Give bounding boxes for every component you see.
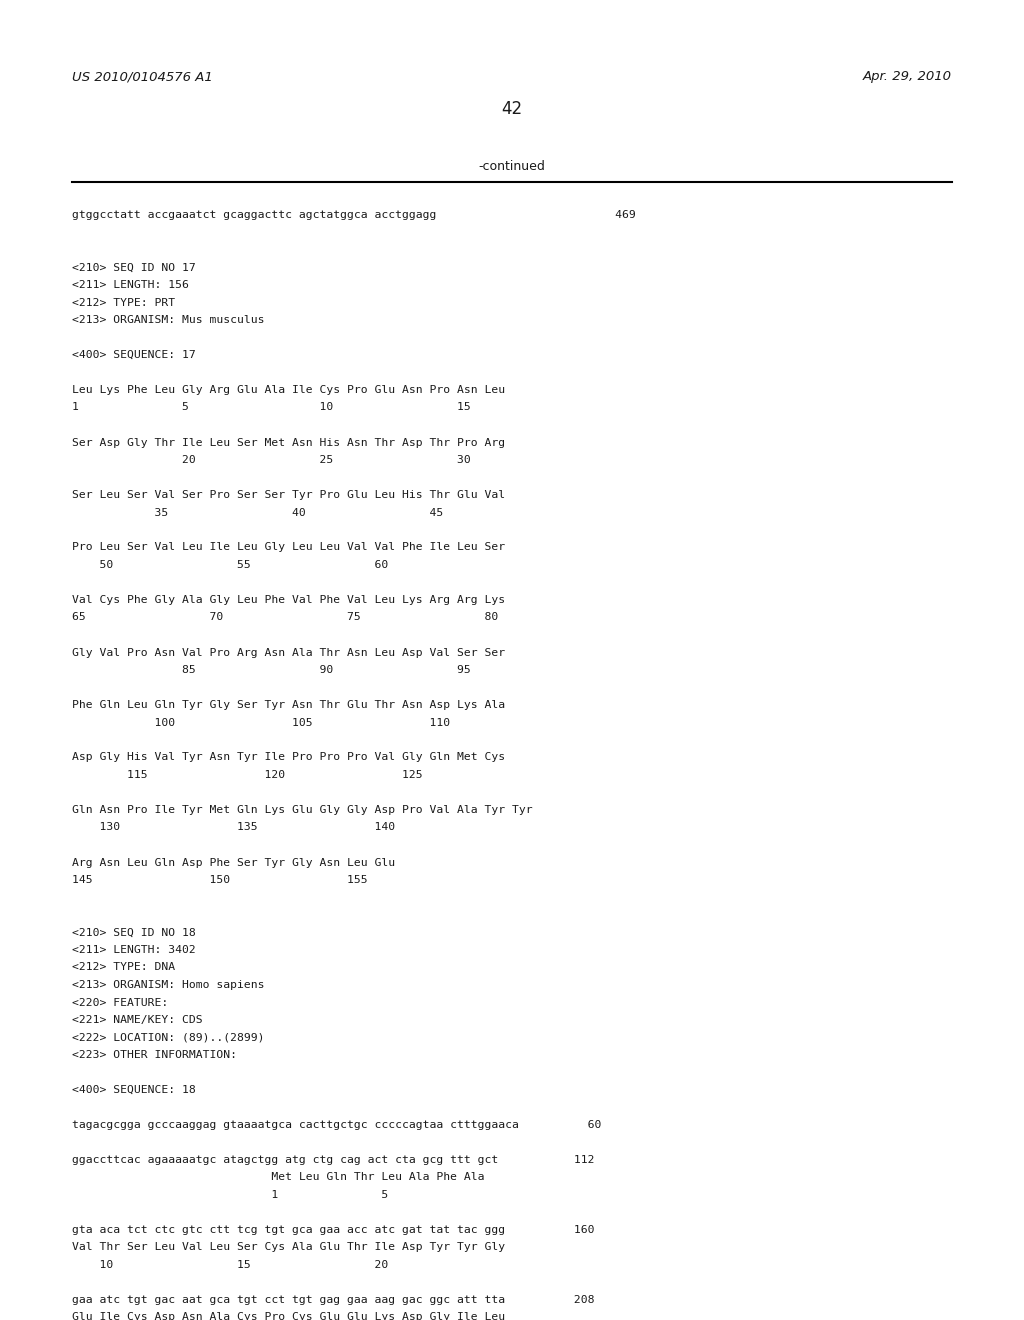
Text: -continued: -continued	[478, 160, 546, 173]
Text: Arg Asn Leu Gln Asp Phe Ser Tyr Gly Asn Leu Glu: Arg Asn Leu Gln Asp Phe Ser Tyr Gly Asn …	[72, 858, 395, 867]
Text: Ser Leu Ser Val Ser Pro Ser Ser Tyr Pro Glu Leu His Thr Glu Val: Ser Leu Ser Val Ser Pro Ser Ser Tyr Pro …	[72, 490, 505, 500]
Text: 42: 42	[502, 100, 522, 117]
Text: Gly Val Pro Asn Val Pro Arg Asn Ala Thr Asn Leu Asp Val Ser Ser: Gly Val Pro Asn Val Pro Arg Asn Ala Thr …	[72, 648, 505, 657]
Text: 115                 120                 125: 115 120 125	[72, 770, 423, 780]
Text: <212> TYPE: DNA: <212> TYPE: DNA	[72, 962, 175, 973]
Text: 145                 150                 155: 145 150 155	[72, 875, 368, 884]
Text: gtggcctatt accgaaatct gcaggacttc agctatggca acctggagg                          4: gtggcctatt accgaaatct gcaggacttc agctatg…	[72, 210, 636, 220]
Text: Glu Ile Cys Asp Asn Ala Cys Pro Cys Glu Glu Lys Asp Gly Ile Leu: Glu Ile Cys Asp Asn Ala Cys Pro Cys Glu …	[72, 1312, 505, 1320]
Text: 1               5                   10                  15: 1 5 10 15	[72, 403, 471, 412]
Text: 85                  90                  95: 85 90 95	[72, 665, 471, 675]
Text: <210> SEQ ID NO 18: <210> SEQ ID NO 18	[72, 928, 196, 937]
Text: Leu Lys Phe Leu Gly Arg Glu Ala Ile Cys Pro Glu Asn Pro Asn Leu: Leu Lys Phe Leu Gly Arg Glu Ala Ile Cys …	[72, 385, 505, 395]
Text: <220> FEATURE:: <220> FEATURE:	[72, 998, 168, 1007]
Text: US 2010/0104576 A1: US 2010/0104576 A1	[72, 70, 213, 83]
Text: Gln Asn Pro Ile Tyr Met Gln Lys Glu Gly Gly Asp Pro Val Ala Tyr Tyr: Gln Asn Pro Ile Tyr Met Gln Lys Glu Gly …	[72, 805, 532, 814]
Text: <211> LENGTH: 3402: <211> LENGTH: 3402	[72, 945, 196, 954]
Text: 130                 135                 140: 130 135 140	[72, 822, 395, 833]
Text: <400> SEQUENCE: 17: <400> SEQUENCE: 17	[72, 350, 196, 360]
Text: <211> LENGTH: 156: <211> LENGTH: 156	[72, 280, 188, 290]
Text: Asp Gly His Val Tyr Asn Tyr Ile Pro Pro Pro Val Gly Gln Met Cys: Asp Gly His Val Tyr Asn Tyr Ile Pro Pro …	[72, 752, 505, 763]
Text: 1               5: 1 5	[72, 1191, 388, 1200]
Text: ggaccttcac agaaaaatgc atagctgg atg ctg cag act cta gcg ttt gct           112: ggaccttcac agaaaaatgc atagctgg atg ctg c…	[72, 1155, 595, 1166]
Text: 20                  25                  30: 20 25 30	[72, 455, 471, 465]
Text: gaa atc tgt gac aat gca tgt cct tgt gag gaa aag gac ggc att tta          208: gaa atc tgt gac aat gca tgt cct tgt gag …	[72, 1295, 595, 1305]
Text: <221> NAME/KEY: CDS: <221> NAME/KEY: CDS	[72, 1015, 203, 1026]
Text: 50                  55                  60: 50 55 60	[72, 560, 388, 570]
Text: <213> ORGANISM: Mus musculus: <213> ORGANISM: Mus musculus	[72, 315, 264, 325]
Text: Ser Asp Gly Thr Ile Leu Ser Met Asn His Asn Thr Asp Thr Pro Arg: Ser Asp Gly Thr Ile Leu Ser Met Asn His …	[72, 437, 505, 447]
Text: tagacgcgga gcccaaggag gtaaaatgca cacttgctgc cccccagtaa ctttggaaca          60: tagacgcgga gcccaaggag gtaaaatgca cacttgc…	[72, 1119, 601, 1130]
Text: Apr. 29, 2010: Apr. 29, 2010	[863, 70, 952, 83]
Text: gta aca tct ctc gtc ctt tcg tgt gca gaa acc atc gat tat tac ggg          160: gta aca tct ctc gtc ctt tcg tgt gca gaa …	[72, 1225, 595, 1236]
Text: <222> LOCATION: (89)..(2899): <222> LOCATION: (89)..(2899)	[72, 1032, 264, 1043]
Text: <223> OTHER INFORMATION:: <223> OTHER INFORMATION:	[72, 1049, 237, 1060]
Text: <212> TYPE: PRT: <212> TYPE: PRT	[72, 297, 175, 308]
Text: Val Cys Phe Gly Ala Gly Leu Phe Val Phe Val Leu Lys Arg Arg Lys: Val Cys Phe Gly Ala Gly Leu Phe Val Phe …	[72, 595, 505, 605]
Text: <213> ORGANISM: Homo sapiens: <213> ORGANISM: Homo sapiens	[72, 979, 264, 990]
Text: Phe Gln Leu Gln Tyr Gly Ser Tyr Asn Thr Glu Thr Asn Asp Lys Ala: Phe Gln Leu Gln Tyr Gly Ser Tyr Asn Thr …	[72, 700, 505, 710]
Text: Pro Leu Ser Val Leu Ile Leu Gly Leu Leu Val Val Phe Ile Leu Ser: Pro Leu Ser Val Leu Ile Leu Gly Leu Leu …	[72, 543, 505, 553]
Text: 65                  70                  75                  80: 65 70 75 80	[72, 612, 499, 623]
Text: <210> SEQ ID NO 17: <210> SEQ ID NO 17	[72, 263, 196, 272]
Text: Met Leu Gln Thr Leu Ala Phe Ala: Met Leu Gln Thr Leu Ala Phe Ala	[72, 1172, 484, 1183]
Text: Val Thr Ser Leu Val Leu Ser Cys Ala Glu Thr Ile Asp Tyr Tyr Gly: Val Thr Ser Leu Val Leu Ser Cys Ala Glu …	[72, 1242, 505, 1253]
Text: 100                 105                 110: 100 105 110	[72, 718, 451, 727]
Text: <400> SEQUENCE: 18: <400> SEQUENCE: 18	[72, 1085, 196, 1096]
Text: 10                  15                  20: 10 15 20	[72, 1261, 388, 1270]
Text: 35                  40                  45: 35 40 45	[72, 507, 443, 517]
